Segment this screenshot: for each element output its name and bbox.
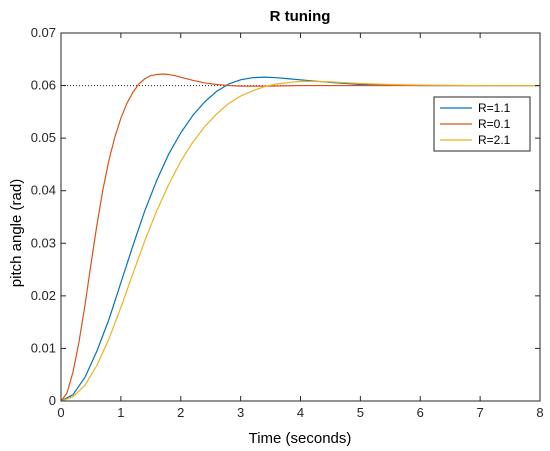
chart-title: R tuning <box>270 8 331 25</box>
y-tick-label: 0.05 <box>31 130 56 145</box>
y-tick-label: 0.04 <box>31 183 56 198</box>
axis-ticks: 0 1 2 3 4 5 6 7 8 0 0.01 0.02 0.03 0.04 0.05 0.06 0.07 <box>31 25 544 420</box>
plot-frame <box>60 32 541 402</box>
y-tick-label: 0.03 <box>31 235 56 250</box>
x-tick-label: 1 <box>117 405 124 420</box>
x-tick-label: 3 <box>237 405 244 420</box>
x-tick-label: 2 <box>177 405 184 420</box>
series-line-2 <box>60 73 540 402</box>
legend-label-3: R=2.1 <box>478 133 511 147</box>
series-line-1 <box>60 76 540 402</box>
y-tick-label: 0 <box>49 393 56 408</box>
series-line-3 <box>60 80 540 402</box>
plot-area <box>60 32 541 402</box>
y-tick-label: 0.01 <box>31 340 56 355</box>
y-tick-label: 0.06 <box>31 78 56 93</box>
x-tick-label: 7 <box>477 405 484 420</box>
y-axis-label: pitch angle (rad) <box>8 179 25 287</box>
legend-label-1: R=1.1 <box>478 101 511 115</box>
x-tick-label: 6 <box>417 405 424 420</box>
x-tick-label: 5 <box>357 405 364 420</box>
y-tick-label: 0.07 <box>31 25 56 40</box>
legend-label-2: R=0.1 <box>478 117 511 131</box>
legend: R=1.1 R=0.1 R=2.1 <box>433 96 531 152</box>
x-tick-label: 8 <box>536 405 543 420</box>
x-tick-label: 4 <box>297 405 304 420</box>
x-tick-label: 0 <box>57 405 64 420</box>
x-axis-label: Time (seconds) <box>249 430 352 447</box>
y-tick-label: 0.02 <box>31 288 56 303</box>
